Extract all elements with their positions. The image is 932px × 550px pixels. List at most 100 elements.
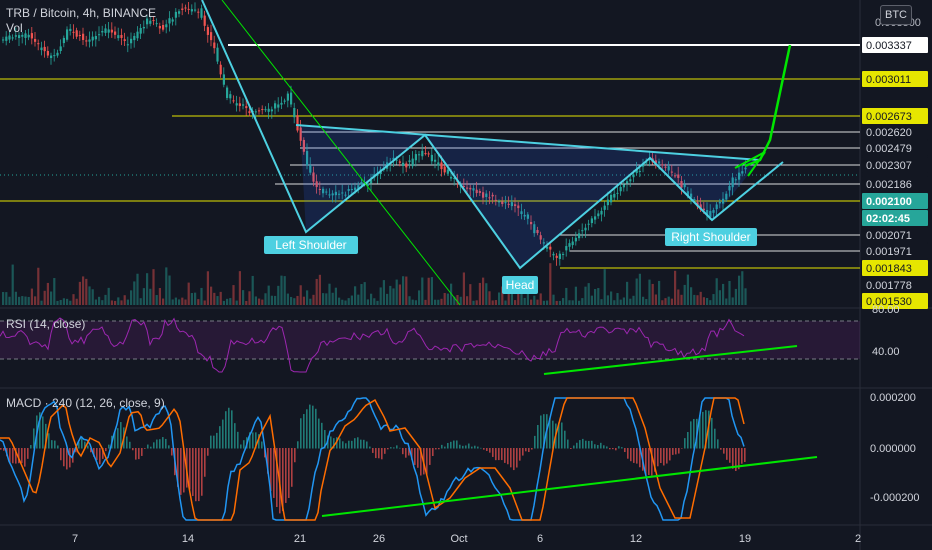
candle-body — [472, 188, 475, 191]
volume-bar — [706, 297, 709, 305]
candle-body — [123, 39, 126, 41]
candle-body — [510, 202, 513, 207]
currency-button[interactable]: BTC — [880, 5, 912, 25]
candle-body — [402, 162, 405, 167]
histogram-bar — [321, 422, 323, 449]
macd-legend[interactable]: MACD · 240 (12, 26, close, 9) — [6, 396, 165, 410]
histogram-bar — [378, 448, 380, 459]
volume-bar — [338, 297, 341, 305]
histogram-bar — [102, 448, 104, 459]
candle-body — [542, 242, 545, 244]
histogram-bar — [39, 412, 41, 449]
candle-body — [181, 8, 184, 10]
candle-body — [670, 171, 673, 173]
candle-body — [136, 31, 139, 39]
price-tag-bg — [862, 260, 928, 276]
histogram-bar — [360, 439, 362, 449]
candle-body — [43, 46, 46, 52]
volume-bar — [94, 299, 97, 305]
volume-bar — [216, 296, 219, 305]
histogram-bar — [78, 442, 80, 449]
histogram-bar — [366, 441, 368, 449]
volume-bar — [667, 296, 670, 305]
volume-bar — [414, 300, 417, 305]
volume-bar — [130, 290, 133, 305]
histogram-bar — [231, 410, 233, 449]
candle-body — [558, 253, 561, 259]
candle-body — [277, 104, 280, 108]
histogram-bar — [666, 448, 668, 464]
histogram-bar — [522, 448, 524, 456]
histogram-bar — [96, 448, 98, 461]
histogram-bar — [156, 439, 158, 449]
volume-bar — [693, 294, 696, 305]
volume-bar — [638, 273, 641, 305]
candle-body — [606, 199, 609, 206]
volume-bar — [626, 281, 629, 305]
histogram-bar — [468, 443, 470, 449]
histogram-bar — [273, 448, 275, 498]
candle-body — [734, 179, 737, 181]
histogram-bar — [147, 444, 149, 449]
histogram-bar — [585, 440, 587, 449]
volume-bar — [213, 292, 216, 305]
candle-body — [366, 183, 369, 186]
histogram-bar — [300, 418, 302, 449]
volume-bar — [120, 300, 123, 305]
histogram-bar — [12, 448, 14, 464]
volume-bar — [542, 300, 545, 305]
histogram-bar — [258, 434, 260, 449]
rsi-legend[interactable]: RSI (14, close) — [6, 317, 86, 331]
candle-body — [475, 189, 478, 194]
histogram-bar — [609, 448, 611, 450]
histogram-bar — [648, 448, 650, 476]
neckline — [295, 124, 761, 161]
candle-body — [546, 246, 549, 249]
histogram-bar — [342, 441, 344, 449]
candle-body — [203, 15, 206, 26]
histogram-bar — [567, 439, 569, 449]
candle-body — [146, 18, 149, 25]
projection-arrow — [744, 44, 792, 168]
volume-bar — [306, 290, 309, 305]
volume-bar — [34, 296, 37, 305]
volume-bar — [75, 298, 78, 305]
left-shoulder-label-bg — [264, 236, 358, 254]
volume-bar — [155, 295, 158, 305]
volume-bar — [251, 275, 254, 305]
candle-body — [344, 194, 347, 196]
histogram-bar — [702, 411, 704, 449]
volume-bar — [46, 282, 49, 305]
volume-bar — [584, 286, 587, 305]
volume-bar — [622, 297, 625, 305]
histogram-bar — [285, 448, 287, 503]
volume-bar — [373, 298, 376, 305]
volume-bar — [110, 300, 113, 305]
candle-body — [610, 194, 613, 203]
volume-bar — [101, 300, 104, 305]
candle-body — [322, 188, 325, 194]
volume-bar — [658, 280, 661, 305]
histogram-bar — [222, 419, 224, 449]
histogram-bar — [510, 448, 512, 468]
volume-bar — [178, 299, 181, 305]
volume-bar — [56, 300, 59, 305]
histogram-bar — [684, 438, 686, 449]
volume-bar — [229, 298, 232, 305]
volume-bar — [219, 291, 222, 305]
candle-body — [306, 151, 309, 166]
symbol-title[interactable]: TRB / Bitcoin, 4h, BINANCE — [6, 6, 157, 20]
volume-bar — [530, 299, 533, 305]
volume-bar — [459, 296, 462, 305]
volume-bar — [504, 300, 507, 305]
candle-body — [34, 38, 37, 42]
histogram-bar — [393, 447, 395, 449]
candle-body — [702, 208, 705, 211]
candle-body — [632, 174, 635, 178]
candle-body — [686, 191, 689, 196]
price-tag-bg — [862, 176, 928, 192]
volume-bar — [322, 293, 325, 305]
histogram-bar — [45, 423, 47, 449]
volume-bar — [738, 275, 741, 305]
